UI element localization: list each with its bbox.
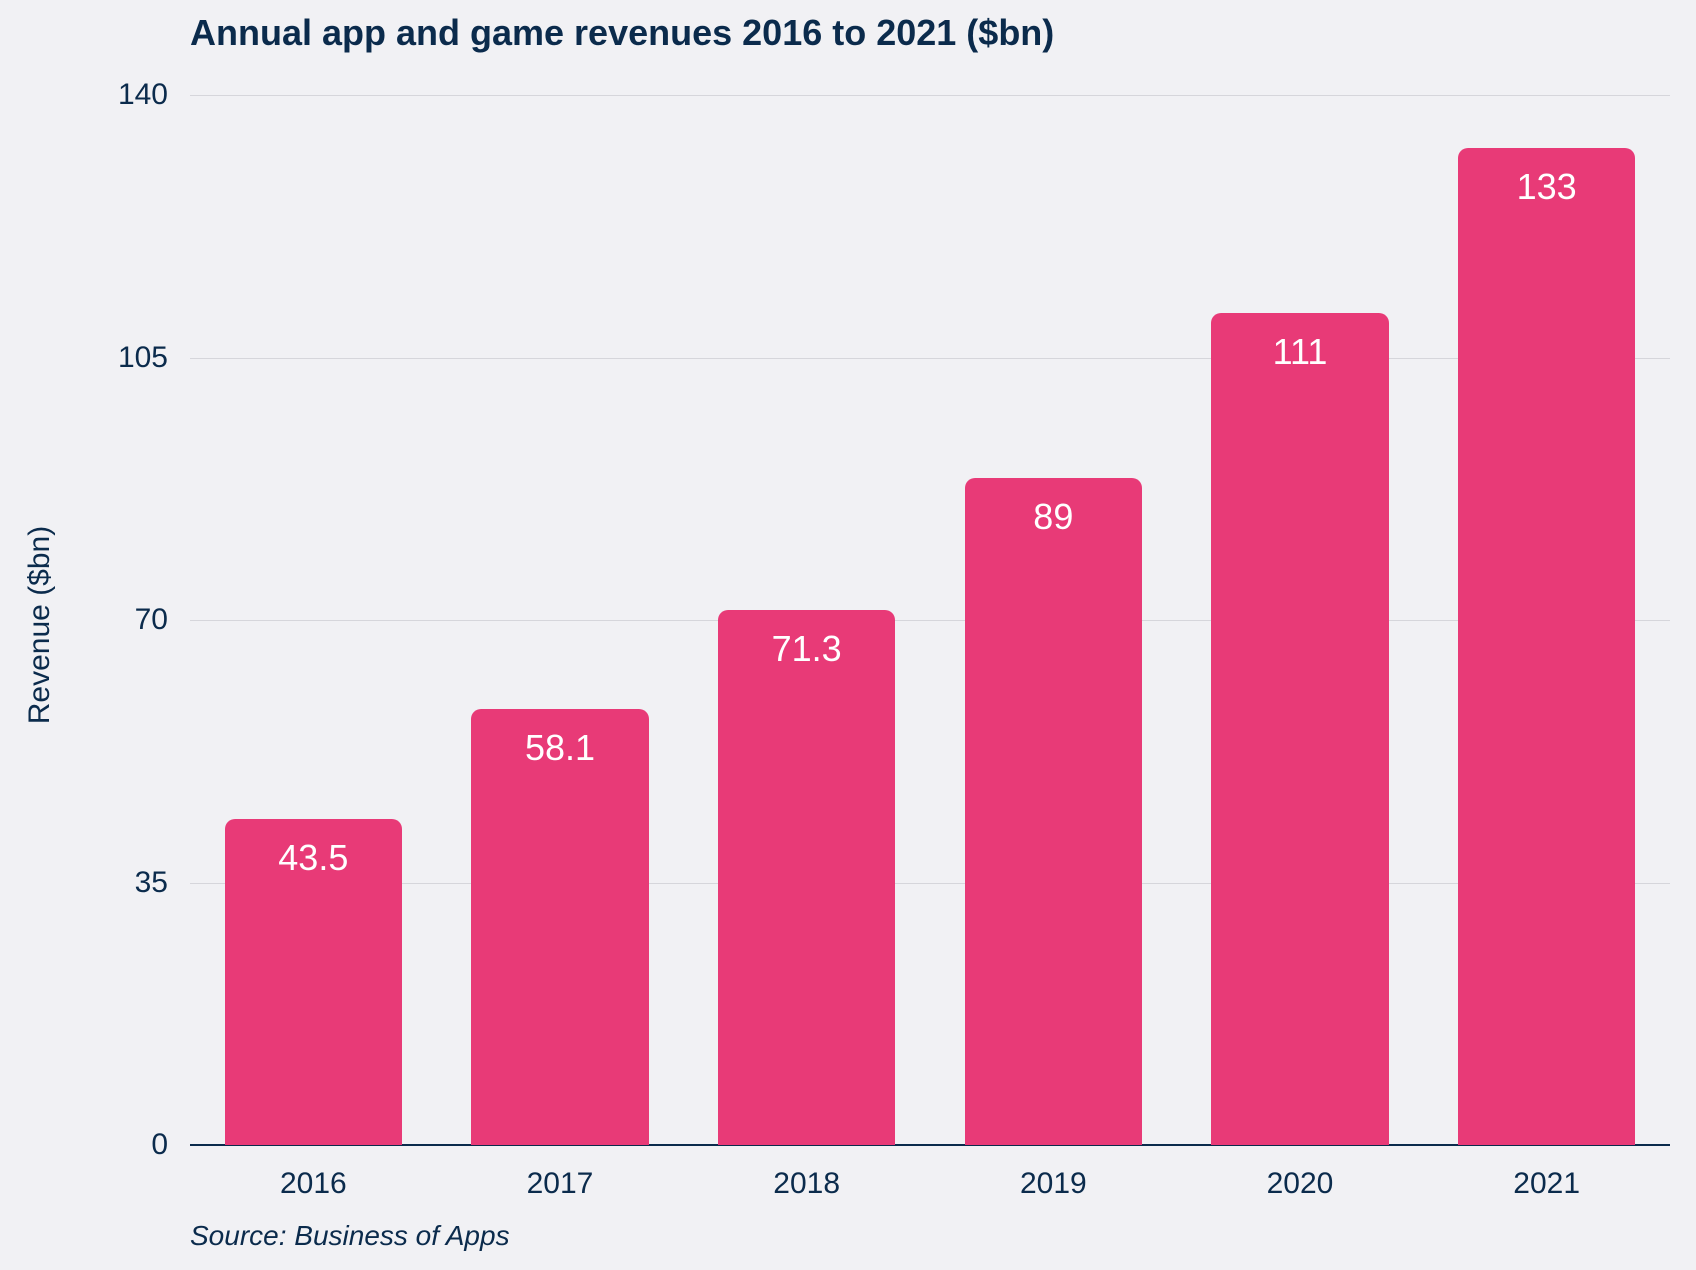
plot-area: 0357010514043.5201658.1201771.3201889201… xyxy=(190,95,1670,1145)
bar-value-label: 111 xyxy=(1273,331,1328,373)
gridline xyxy=(190,883,1670,884)
bar: 71.3 xyxy=(718,610,896,1145)
x-axis-baseline xyxy=(190,1144,1670,1146)
y-axis-label: Revenue ($bn) xyxy=(23,526,57,724)
bar-value-label: 133 xyxy=(1517,166,1577,208)
gridline xyxy=(190,620,1670,621)
y-tick-label: 105 xyxy=(118,341,190,375)
y-tick-label: 35 xyxy=(135,866,190,900)
y-tick-label: 0 xyxy=(151,1128,190,1162)
gridline xyxy=(190,358,1670,359)
chart-title: Annual app and game revenues 2016 to 202… xyxy=(190,12,1054,54)
x-tick-label: 2016 xyxy=(280,1145,347,1201)
bar-value-label: 89 xyxy=(1033,496,1073,538)
bar: 133 xyxy=(1458,148,1636,1146)
x-tick-label: 2020 xyxy=(1267,1145,1334,1201)
revenue-bar-chart: Annual app and game revenues 2016 to 202… xyxy=(0,0,1696,1270)
bar-value-label: 58.1 xyxy=(525,727,595,769)
x-tick-label: 2018 xyxy=(773,1145,840,1201)
bar-value-label: 43.5 xyxy=(278,837,348,879)
source-attribution: Source: Business of Apps xyxy=(190,1220,510,1252)
gridline xyxy=(190,95,1670,96)
y-tick-label: 70 xyxy=(135,603,190,637)
bar: 111 xyxy=(1211,313,1389,1146)
bar: 43.5 xyxy=(225,819,403,1145)
bar: 58.1 xyxy=(471,709,649,1145)
bar-value-label: 71.3 xyxy=(772,628,842,670)
x-tick-label: 2021 xyxy=(1513,1145,1580,1201)
x-tick-label: 2017 xyxy=(527,1145,594,1201)
y-tick-label: 140 xyxy=(118,78,190,112)
bar: 89 xyxy=(965,478,1143,1146)
x-tick-label: 2019 xyxy=(1020,1145,1087,1201)
